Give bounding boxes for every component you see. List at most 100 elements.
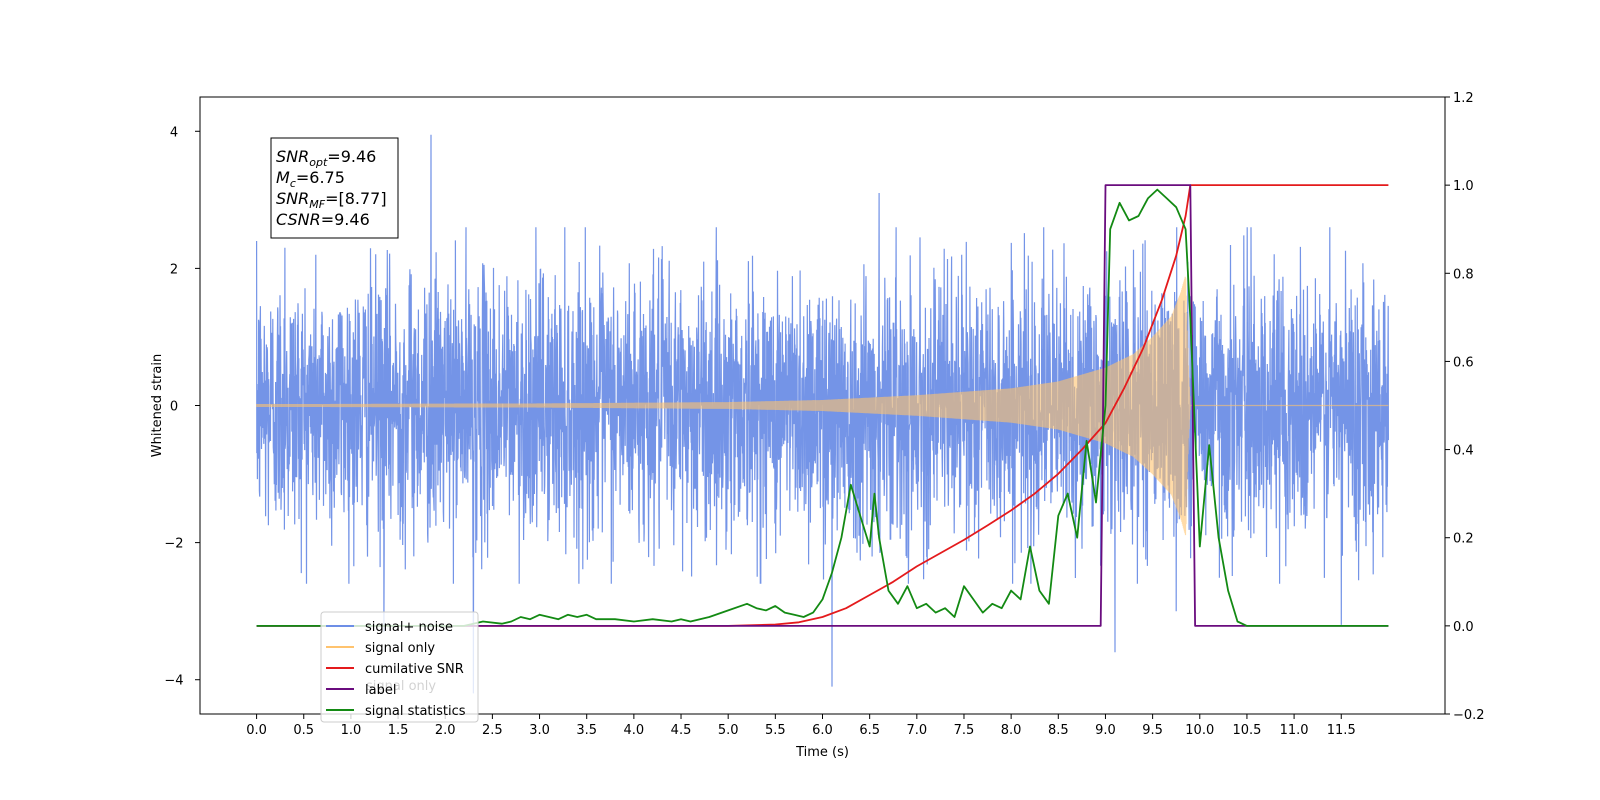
- legend-label: cumilative SNR: [365, 662, 464, 677]
- x-tick-label: 9.0: [1095, 723, 1116, 738]
- series-line-signal-noise: [256, 134, 1389, 694]
- y-right-tick-label: −0.2: [1453, 708, 1485, 723]
- x-tick-label: 4.0: [624, 723, 645, 738]
- y-right-tick: 0.6: [1445, 355, 1474, 370]
- x-tick: 7.5: [954, 714, 975, 738]
- y-tick: 2: [170, 262, 200, 277]
- legend-label: signal statistics: [365, 704, 466, 719]
- x-tick-label: 4.5: [671, 723, 692, 738]
- x-tick: 9.0: [1095, 714, 1116, 738]
- y-right-tick: 0.2: [1445, 532, 1474, 547]
- x-tick-label: 10.0: [1185, 723, 1214, 738]
- y-right-tick: 1.0: [1445, 179, 1474, 194]
- y-axis-right: −0.2 0.0 0.2 0.4 0.6 0.8 1.0 1.2: [1445, 91, 1485, 723]
- x-axis-label: Time (s): [795, 745, 849, 760]
- series-line-signal-statistics: [256, 188, 1389, 627]
- x-tick-label: 2.0: [435, 723, 456, 738]
- x-tick-label: 11.0: [1280, 723, 1309, 738]
- legend: signal only signal+ noise signal only cumil…: [320, 611, 479, 723]
- y-right-tick: −0.2: [1445, 708, 1485, 723]
- x-tick-label: 7.5: [954, 723, 975, 738]
- x-tick: 2.5: [482, 714, 503, 738]
- annotation-line: SNRMF=[8.77]: [276, 189, 387, 211]
- legend-entry: cumilative SNR: [326, 662, 464, 677]
- y-axis-left: −4 −2 0 2 4: [164, 125, 200, 689]
- x-tick: 3.5: [576, 714, 597, 738]
- y-tick: 0: [170, 400, 200, 415]
- x-tick: 3.0: [529, 714, 550, 738]
- x-tick: 8.0: [1001, 714, 1022, 738]
- x-tick: 7.0: [906, 714, 927, 738]
- legend-label: signal+ noise: [365, 620, 453, 635]
- x-tick: 4.0: [624, 714, 645, 738]
- x-tick: 5.5: [765, 714, 786, 738]
- y-right-tick: 0.4: [1445, 444, 1474, 459]
- plot-area: [256, 134, 1389, 694]
- x-tick: 0.5: [293, 714, 314, 738]
- x-tick-label: 1.0: [341, 723, 362, 738]
- x-tick-label: 8.5: [1048, 723, 1069, 738]
- legend-entry: signal+ noise: [326, 620, 453, 635]
- x-axis: 0.0 0.5 1.0 1.5 2.0 2.5 3.0 3.5 4.0 4.5 5.0 5.5 6.0 6…: [246, 714, 1356, 738]
- y-right-tick: 0.0: [1445, 620, 1474, 635]
- y-right-tick-label: 0.0: [1453, 620, 1474, 635]
- legend-label: label: [365, 683, 396, 698]
- legend-frame: [320, 611, 479, 723]
- annotation-line: Mc=6.75: [276, 168, 345, 190]
- y-axis-label: Whitened strain: [150, 354, 165, 457]
- legend-hidden-text: signal only: [366, 679, 436, 694]
- y-tick-label: 2: [170, 262, 178, 277]
- annotation-line: SNRopt=9.46: [276, 147, 376, 169]
- y-right-tick-label: 0.2: [1453, 532, 1474, 547]
- x-tick: 6.0: [812, 714, 833, 738]
- annotation-line: CSNR=9.46: [276, 210, 370, 229]
- series-line-cumilative-snr: [256, 184, 1389, 627]
- x-tick: 9.5: [1142, 714, 1163, 738]
- y-tick-label: 4: [170, 125, 178, 140]
- x-tick-label: 9.5: [1142, 723, 1163, 738]
- y-tick-label: 0: [170, 400, 178, 415]
- x-tick-label: 10.5: [1232, 723, 1261, 738]
- y-right-tick-label: 1.2: [1453, 91, 1474, 106]
- y-right-tick-label: 0.6: [1453, 355, 1474, 370]
- y-tick: −2: [164, 537, 200, 552]
- x-tick-label: 3.0: [529, 723, 550, 738]
- series-line-label: [256, 184, 1389, 627]
- y-right-tick-label: 1.0: [1453, 179, 1474, 194]
- x-tick: 11.5: [1327, 714, 1356, 738]
- x-tick-label: 7.0: [906, 723, 927, 738]
- y-right-tick: 0.8: [1445, 267, 1474, 282]
- annotation-border: [270, 137, 399, 239]
- x-tick-label: 2.5: [482, 723, 503, 738]
- y-right-tick: 1.2: [1445, 91, 1474, 106]
- x-tick-label: 3.5: [576, 723, 597, 738]
- legend-entry: label: [326, 683, 396, 698]
- y-tick-label: −4: [164, 674, 183, 689]
- y-right-tick-label: 0.4: [1453, 444, 1474, 459]
- y-tick: 4: [170, 125, 200, 140]
- y-tick-label: −2: [164, 537, 183, 552]
- x-tick: 11.0: [1280, 714, 1309, 738]
- x-tick-label: 1.5: [388, 723, 409, 738]
- series-line-signal-only: [256, 276, 1389, 536]
- x-tick: 10.5: [1232, 714, 1261, 738]
- legend-label: signal only: [365, 641, 435, 656]
- legend-entry: signal statistics: [326, 704, 466, 719]
- y-right-tick-label: 0.8: [1453, 267, 1474, 282]
- x-tick: 8.5: [1048, 714, 1069, 738]
- x-tick: 6.5: [859, 714, 880, 738]
- x-tick-label: 5.0: [718, 723, 739, 738]
- x-tick: 0.0: [246, 714, 267, 738]
- x-tick-label: 6.0: [812, 723, 833, 738]
- y-tick: −4: [164, 674, 200, 689]
- x-tick: 5.0: [718, 714, 739, 738]
- legend-entry: signal only: [326, 641, 435, 656]
- x-tick: 10.0: [1185, 714, 1214, 738]
- x-tick-label: 5.5: [765, 723, 786, 738]
- x-tick-label: 11.5: [1327, 723, 1356, 738]
- x-tick-label: 8.0: [1001, 723, 1022, 738]
- x-tick: 4.5: [671, 714, 692, 738]
- x-tick-label: 6.5: [859, 723, 880, 738]
